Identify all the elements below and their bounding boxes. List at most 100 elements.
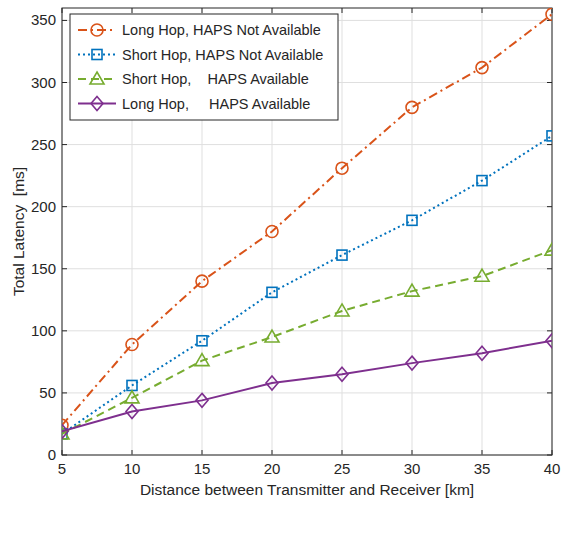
y-tick-label: 50: [39, 384, 56, 401]
y-tick-label: 100: [31, 322, 56, 339]
legend-box: [70, 14, 338, 120]
legend-line: [78, 103, 116, 105]
grid-line: [342, 8, 343, 455]
marker: [475, 269, 489, 281]
legend-marker: [92, 50, 102, 60]
marker: [195, 354, 209, 366]
marker: [126, 405, 138, 419]
grid-line: [62, 206, 552, 207]
tick: [482, 8, 483, 13]
tick: [62, 268, 67, 269]
tick: [547, 330, 552, 331]
tick: [412, 450, 413, 455]
grid-line: [62, 268, 552, 269]
tick: [62, 82, 67, 83]
marker: [405, 284, 419, 296]
y-tick-label: 250: [31, 136, 56, 153]
legend-line: [78, 29, 116, 31]
x-tick-label: 30: [404, 460, 421, 477]
marker: [267, 287, 277, 297]
marker: [196, 393, 208, 407]
x-tick-label: 15: [194, 460, 211, 477]
marker: [545, 243, 552, 255]
marker: [266, 226, 278, 238]
tick: [272, 8, 273, 13]
y-tick-label: 200: [31, 198, 56, 215]
tick: [202, 450, 203, 455]
marker: [125, 391, 139, 403]
marker: [196, 275, 208, 287]
series-line: [62, 136, 552, 434]
marker: [476, 62, 488, 74]
series-line: [62, 250, 552, 434]
tick: [482, 450, 483, 455]
marker: [406, 101, 418, 113]
legend-line: [78, 78, 116, 80]
legend: Long Hop, HAPS Not Available Short Hop, H…: [70, 14, 338, 120]
series-line: [62, 341, 552, 432]
legend-marker: [91, 24, 103, 36]
legend-label: Long Hop, HAPS Not Available: [122, 22, 321, 38]
legend-label: Short Hop, HAPS Available: [122, 71, 309, 87]
marker: [126, 338, 138, 350]
marker: [62, 424, 68, 438]
marker: [266, 376, 278, 390]
marker: [336, 367, 348, 381]
marker: [546, 334, 552, 348]
x-tick-label: 10: [124, 460, 141, 477]
marker: [335, 304, 349, 316]
marker: [336, 162, 348, 174]
plot-background: [62, 8, 552, 455]
marker: [547, 131, 552, 141]
x-tick-label: 5: [58, 460, 66, 477]
tick: [547, 144, 552, 145]
x-axis-label: Distance between Transmitter and Receive…: [140, 481, 474, 498]
marker: [127, 380, 137, 390]
legend-line: [78, 54, 116, 56]
tick: [62, 206, 67, 207]
marker: [477, 176, 487, 186]
tick: [547, 82, 552, 83]
tick: [62, 392, 67, 393]
tick: [62, 330, 67, 331]
x-tick-label: 20: [264, 460, 281, 477]
tick: [272, 450, 273, 455]
tick: [62, 20, 67, 21]
grid-line: [62, 330, 552, 331]
marker: [476, 346, 488, 360]
y-axis-label: Total Latency [ms]: [10, 167, 27, 296]
grid-line: [412, 8, 413, 455]
y-tick-label: 350: [31, 11, 56, 28]
plot-frame: [62, 8, 552, 455]
y-tick-label: 150: [31, 260, 56, 277]
tick: [547, 206, 552, 207]
marker: [265, 330, 279, 342]
y-tick-label: 300: [31, 74, 56, 91]
legend-label: Short Hop, HAPS Not Available: [122, 47, 323, 63]
legend-label: Long Hop, HAPS Available: [122, 96, 310, 112]
x-tick-label: 40: [544, 460, 561, 477]
tick: [547, 392, 552, 393]
grid-line: [62, 144, 552, 145]
legend-marker: [90, 72, 104, 84]
grid-line: [62, 392, 552, 393]
tick: [202, 8, 203, 13]
tick: [132, 8, 133, 13]
marker: [197, 336, 207, 346]
marker: [406, 356, 418, 370]
tick: [62, 144, 67, 145]
series-line: [62, 14, 552, 425]
grid-line: [482, 8, 483, 455]
tick: [342, 8, 343, 13]
x-tick-label: 35: [474, 460, 491, 477]
x-tick-label: 25: [334, 460, 351, 477]
marker: [337, 250, 347, 260]
tick: [342, 450, 343, 455]
marker: [407, 215, 417, 225]
legend-marker: [91, 97, 103, 111]
chart: 5 10 15 20 25 30 35 40 0 50 100 150 200 250 300 350 Dist…: [0, 0, 568, 542]
tick: [132, 450, 133, 455]
tick: [547, 268, 552, 269]
marker: [546, 8, 552, 20]
y-tick-label: 0: [48, 446, 56, 463]
